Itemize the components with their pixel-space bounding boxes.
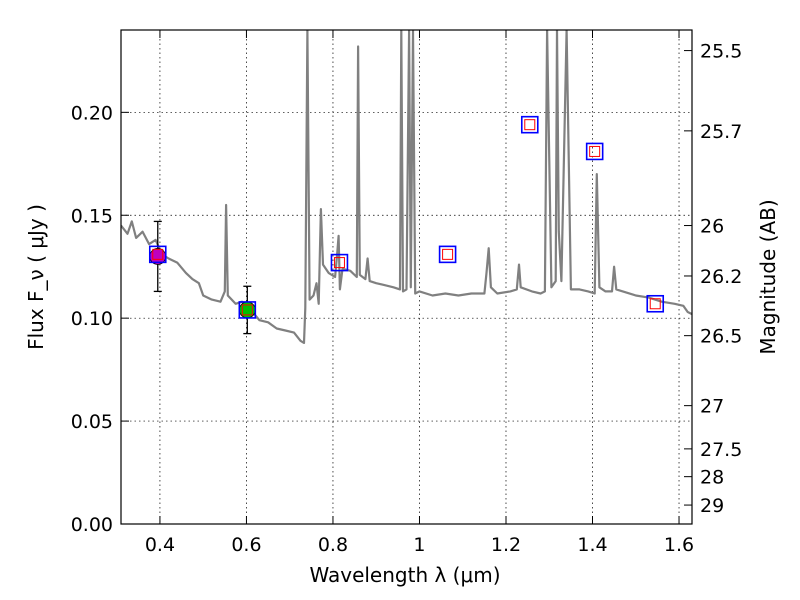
y-tick-label: 0.10 (71, 308, 113, 330)
mag-tick-label: 26.2 (700, 266, 742, 288)
model-point-outer (646, 294, 665, 313)
y-tick-label: 0.20 (71, 102, 113, 124)
y-tick-label: 0.05 (71, 411, 113, 433)
plot-frame (120, 29, 693, 525)
model-point-outer (438, 245, 457, 264)
model-point-outer (585, 142, 604, 161)
mag-tick-label: 29 (700, 495, 724, 517)
x-tick-label: 1.6 (664, 534, 694, 556)
grid-lines (121, 30, 692, 524)
plot-data (121, 30, 692, 344)
model-point-inner (333, 257, 345, 269)
spectrum-line (121, 30, 692, 344)
model-point-inner (649, 298, 661, 310)
x-tick-label: 1.4 (577, 534, 607, 556)
right-axis-title: Magnitude (AB) (756, 199, 780, 354)
model-point-outer (148, 245, 167, 264)
x-tick-label: 1 (413, 534, 425, 556)
tick-labels: 0.4 0.6 0.8 1 1.2 1.4 1.6 0.00 0.05 0.10 0.15 0.20 2… (71, 41, 743, 556)
x-tick-label: 1.2 (491, 534, 521, 556)
y-tick-label: 0.15 (71, 205, 113, 227)
x-tick-label: 0.8 (318, 534, 348, 556)
mag-tick-label: 26.5 (700, 326, 742, 348)
observed-point (238, 301, 256, 319)
x-tick-label: 0.6 (231, 534, 261, 556)
model-point-inner (589, 145, 601, 157)
x-axis-title: Wavelength λ (μm) (309, 563, 500, 587)
mag-tick-label: 28 (700, 467, 724, 489)
y-tick-label: 0.00 (71, 514, 113, 536)
y-axis-title: Flux F_ν ( μJy ) (24, 204, 48, 350)
mag-tick-label: 25.7 (700, 121, 742, 143)
model-point-outer (330, 253, 349, 272)
model-point-outer (520, 115, 539, 134)
mag-tick-label: 27 (700, 396, 724, 418)
model-point-inner (442, 248, 454, 260)
axis-ticks (121, 30, 692, 525)
mag-tick-label: 25.5 (700, 41, 742, 63)
mag-tick-label: 26 (700, 216, 724, 238)
x-tick-label: 0.4 (145, 534, 175, 556)
model-point-inner (152, 248, 164, 260)
model-point-inner (524, 119, 536, 131)
model-point-inner (241, 304, 253, 316)
model-point-outer (238, 301, 257, 319)
mag-tick-label: 27.5 (700, 439, 742, 461)
